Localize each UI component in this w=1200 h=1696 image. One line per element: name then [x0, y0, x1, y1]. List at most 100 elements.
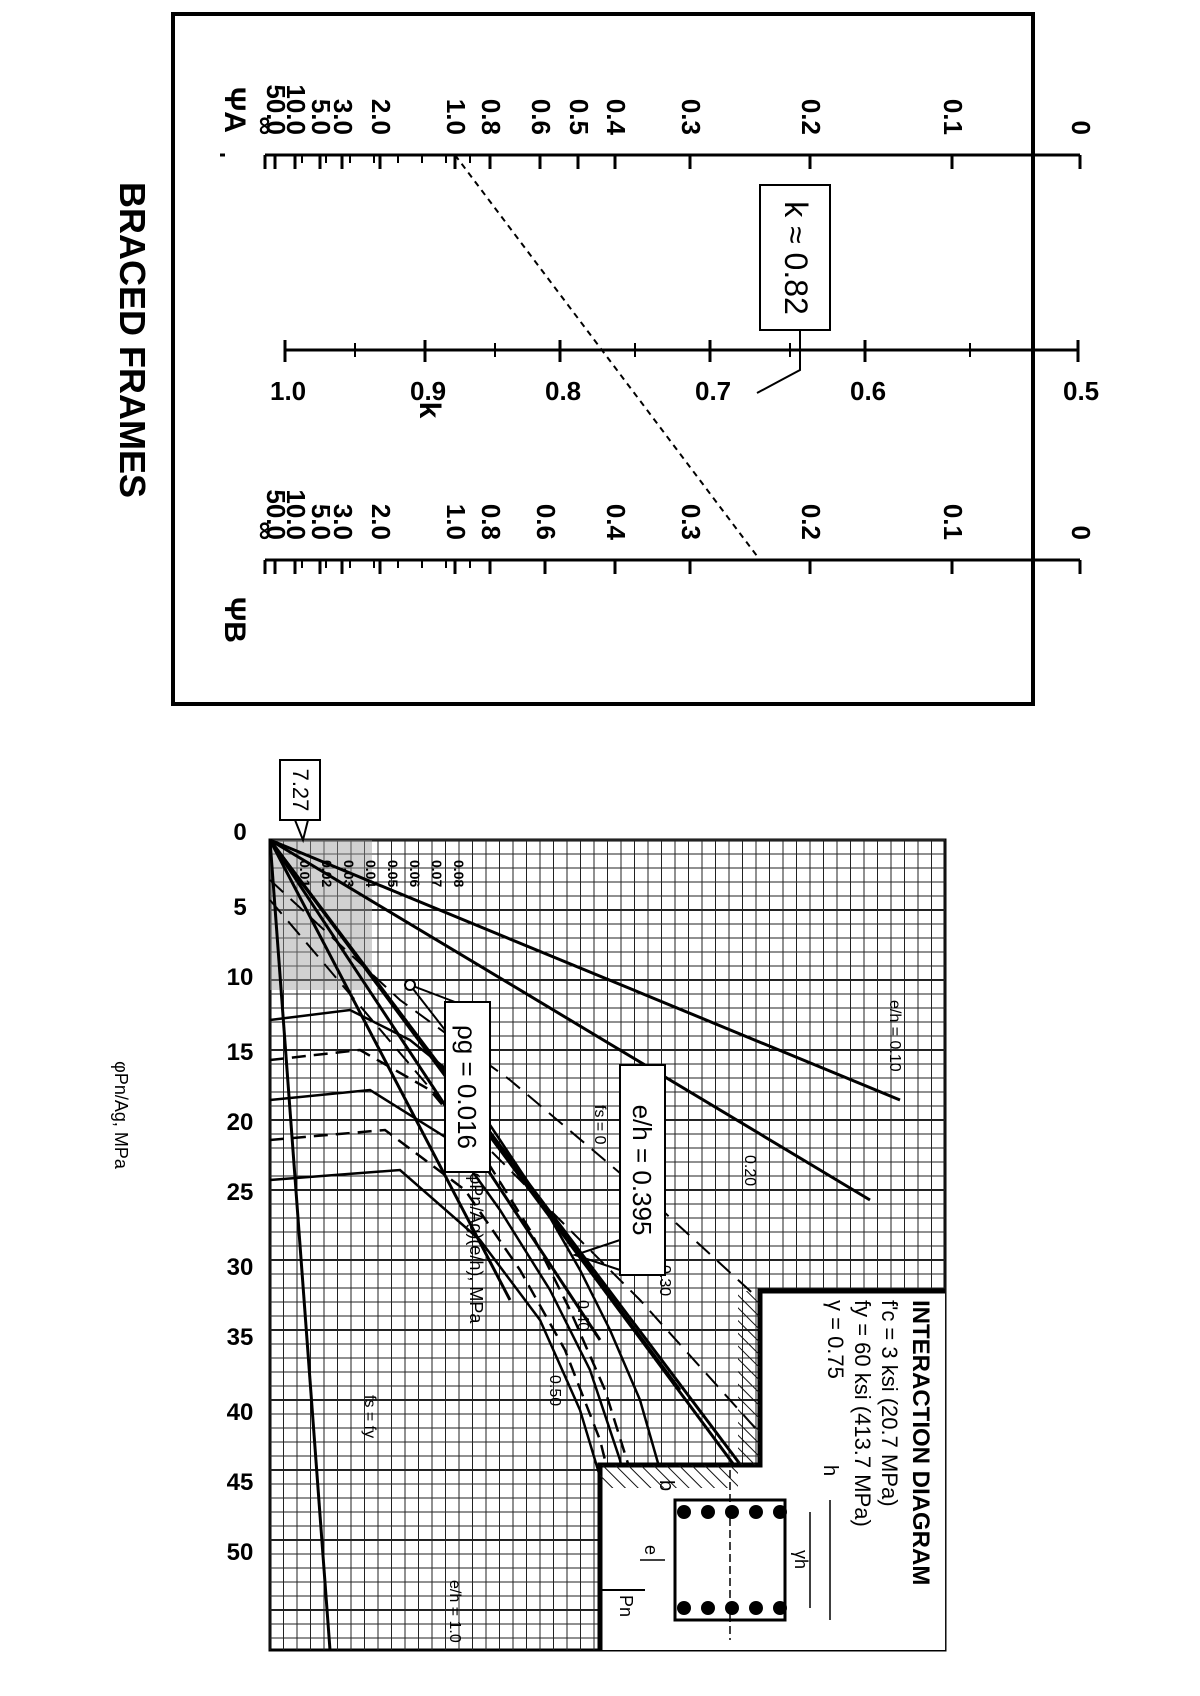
psi-b-tick-label: 0.6: [531, 504, 561, 540]
k-callout-text: k ≈ 0.82: [778, 201, 814, 315]
pn-callout: 7.27: [279, 759, 321, 844]
psi-b-tick-label: 1.0: [441, 504, 471, 540]
diagram-title: INTERACTION DIAGRAM: [907, 1300, 934, 1585]
legend-panel: [600, 1291, 945, 1650]
k-tick-label: 0.6: [850, 376, 886, 406]
psi-a-tick-label: 2.0: [366, 99, 396, 135]
pn-callout-pointer: [294, 819, 309, 844]
psi-b-tick-label: 5.0: [306, 504, 336, 540]
rho-callout: ρg = 0.016: [407, 982, 491, 1173]
psi-a-tick-label: 0.3: [676, 99, 706, 135]
psi-b-tick-label: 2.0: [366, 504, 396, 540]
alignment-line: [454, 154, 761, 561]
rebar-dot: [701, 1505, 715, 1519]
k-tick-label: 0.7: [695, 376, 731, 406]
psi-b-scale: ΨB ∞50.010.05.03.0 2.0 1.0 0.8 0.6 0.4 0.3 0.2 0…: [218, 489, 1096, 643]
psi-b-tick-label: 0.2: [796, 504, 826, 540]
rebar-dot: [749, 1505, 763, 1519]
eh-label-100: e/h = 1.0: [446, 1580, 463, 1643]
legend-hatch: [600, 1291, 760, 1488]
eh-radial-line: [269, 838, 901, 1102]
alignment-chart: ΨA ∞50.010.05.03.0 2.0 1.0 0.8 0.6 0.5 0.4 0.3 0…: [112, 12, 1099, 706]
rho-labels: 0.01 0.02 0.03 0.04 0.05 0.06 0.07 0.08: [297, 860, 467, 887]
psi-a-tick-label: 0.8: [476, 99, 506, 135]
nomograph-frame: [171, 12, 1035, 706]
rebar-dot: [677, 1505, 691, 1519]
y-tick-label: 25: [227, 1179, 254, 1206]
eh-label-050: 0.50: [546, 1375, 563, 1406]
psi-b-tick-label: 0.3: [676, 504, 706, 540]
y-tick-label: 15: [227, 1039, 254, 1066]
k-tick-label: 0.9: [410, 376, 446, 406]
pn-callout-box: [279, 759, 321, 821]
fs-strain-line: [269, 899, 921, 1621]
psi-b-tick-label: 3.0: [328, 504, 358, 540]
y-tick-label: 50: [227, 1539, 254, 1566]
y-tick-label: 35: [227, 1324, 254, 1351]
eh-label-040: 0.40: [574, 1300, 591, 1331]
psi-a-tick-label: 0: [1066, 121, 1096, 135]
reinforcing-bars: [677, 1505, 787, 1615]
eh-label-010: e/h = 0.10: [886, 1000, 903, 1072]
y-tick-label: 45: [227, 1469, 254, 1496]
rho-label: 0.03: [341, 860, 357, 887]
psi-a-tick-label: 0.1: [938, 99, 968, 135]
y-tick-label: 40: [227, 1399, 254, 1426]
psi-b-tick-label: 10.0: [281, 489, 311, 540]
fs-fy-label: fs = fy: [361, 1395, 378, 1438]
y-tick-label: 0: [233, 819, 246, 846]
psi-a-scale: ΨA ∞50.010.05.03.0 2.0 1.0 0.8 0.6 0.5 0.4 0.3 0…: [218, 84, 1096, 169]
y-tick-label: 10: [227, 964, 254, 991]
rho-curve: [269, 1128, 642, 1651]
section-b-label: b: [655, 1480, 677, 1491]
psi-b-tick-label: 0.8: [476, 504, 506, 540]
braced-frames-title: BRACED FRAMES: [112, 182, 153, 498]
section-h-label: h: [819, 1465, 841, 1476]
eh-radial-line: [268, 839, 512, 1301]
psi-a-tick-label: 50.0: [261, 84, 291, 135]
rebar-dot: [773, 1505, 787, 1519]
pn-callout-text: 7.27: [288, 769, 313, 812]
y-axis-label: φPn/Ag, MPa: [111, 1061, 131, 1170]
psi-a-tick-label: ∞: [251, 116, 281, 135]
k-label: k: [413, 402, 446, 419]
eh-callout: e/h = 0.395: [571, 1064, 666, 1276]
k-callout: k ≈ 0.82: [756, 184, 831, 394]
psi-a-tick-label: 5.0: [306, 99, 336, 135]
rebar-dot: [677, 1601, 691, 1615]
rho-callout-box: [444, 1001, 491, 1173]
y-tick-label: 30: [227, 1254, 254, 1281]
eh-radial-line: [268, 839, 332, 1651]
rebar-dot: [749, 1601, 763, 1615]
eh-radial-line: [269, 838, 871, 1202]
y-tick-label: 20: [227, 1109, 254, 1136]
eh-callout-pointer: [571, 1239, 621, 1271]
psi-a-tick-label: 0.4: [601, 99, 631, 136]
k-callout-pointer: [756, 330, 801, 394]
k-scale: k 1.0 0.9 0.8 0.7 0.6 0.5: [270, 340, 1099, 419]
property-fy: fy = 60 ksi (413.7 MPa): [850, 1300, 875, 1527]
interaction-curves: [268, 838, 921, 1651]
psi-a-tick-label: 0.2: [796, 99, 826, 135]
rho-label: 0.02: [319, 860, 335, 887]
k-callout-box: [759, 184, 831, 331]
psi-a-label: ΨA: [218, 87, 251, 133]
psi-a-tick-label: 3.0: [328, 99, 358, 135]
psi-b-label: ΨB: [218, 597, 251, 643]
rebar-dot: [773, 1601, 787, 1615]
psi-b-tick-label: 0.1: [938, 504, 968, 540]
rho-label: 0.08: [451, 860, 467, 887]
section-pn-label: Pn: [616, 1595, 636, 1617]
fs-zero-label: fs = 0: [591, 1105, 608, 1145]
psi-a-tick-label: 0.6: [526, 99, 556, 135]
eh-callout-box: [619, 1064, 666, 1276]
rho-label: 0.04: [363, 860, 379, 887]
rebar-dot: [725, 1505, 739, 1519]
rebar-dot: [701, 1601, 715, 1615]
rebar-dot: [725, 1601, 739, 1615]
k-tick-label: 0.5: [1063, 376, 1099, 406]
property-fc: f'c = 3 ksi (20.7 MPa): [877, 1300, 902, 1507]
y-tick-label: 5: [233, 894, 246, 921]
